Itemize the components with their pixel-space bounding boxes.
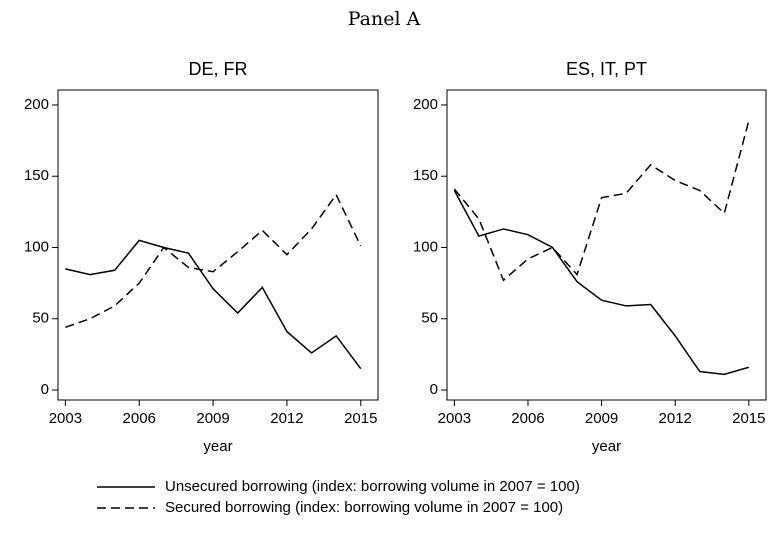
- y-tick-label: 0: [430, 381, 438, 398]
- panel-title: ES, IT, PT: [566, 59, 647, 79]
- x-axis-title: year: [592, 438, 621, 455]
- page-title: Panel A: [348, 8, 421, 30]
- legend-label: Unsecured borrowing (index: borrowing vo…: [165, 478, 580, 495]
- panel-title: DE, FR: [188, 59, 247, 79]
- series-line: [65, 239, 362, 370]
- series-line: [65, 193, 362, 329]
- y-tick-label: 0: [41, 381, 49, 398]
- plot-frame: [446, 89, 767, 401]
- x-axis-title: year: [203, 438, 232, 455]
- series-line: [453, 190, 750, 376]
- y-tick-label: 150: [413, 167, 438, 184]
- y-tick-label: 100: [24, 238, 49, 255]
- x-tick-label: 2006: [511, 410, 544, 427]
- y-tick-label: 100: [413, 238, 438, 255]
- x-tick-label: 2015: [732, 410, 765, 427]
- x-tick-label: 2009: [585, 410, 618, 427]
- series-line: [453, 120, 750, 282]
- y-tick-label: 200: [413, 96, 438, 113]
- x-tick-label: 2009: [196, 410, 229, 427]
- legend-label: Secured borrowing (index: borrowing volu…: [165, 499, 563, 516]
- x-tick-label: 2006: [123, 410, 156, 427]
- x-tick-label: 2012: [270, 410, 303, 427]
- y-tick-label: 50: [32, 310, 49, 327]
- y-tick-label: 150: [24, 167, 49, 184]
- x-tick-label: 2003: [49, 410, 82, 427]
- x-tick-label: 2012: [659, 410, 692, 427]
- x-tick-label: 2015: [344, 410, 377, 427]
- plot-frame: [57, 89, 379, 401]
- y-tick-label: 200: [24, 96, 49, 113]
- y-tick-label: 50: [421, 310, 438, 327]
- x-tick-label: 2003: [438, 410, 471, 427]
